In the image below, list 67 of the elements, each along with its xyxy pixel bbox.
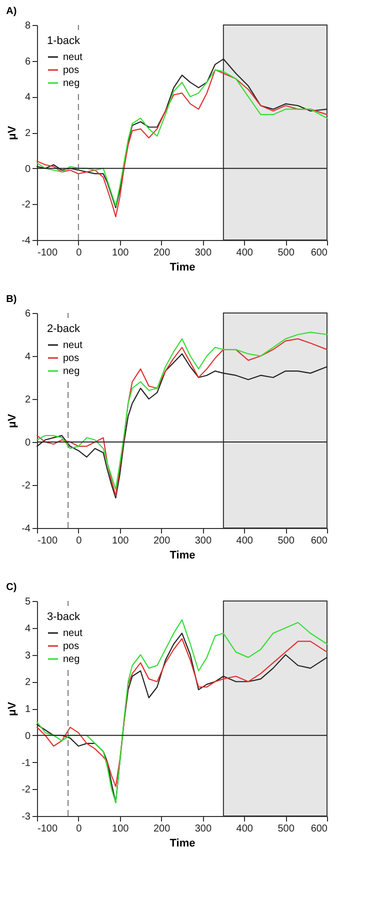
x-tick-label: 300 xyxy=(194,536,212,546)
x-tick-label: 100 xyxy=(112,824,130,834)
x-tick-label: 200 xyxy=(153,248,171,258)
y-axis-title: μV xyxy=(6,413,19,428)
x-tick-label: 200 xyxy=(153,824,171,834)
y-axis-title: μV xyxy=(6,701,19,716)
y-tick-label: 6 xyxy=(24,308,31,320)
x-tick-label: 100 xyxy=(112,536,130,546)
y-tick-label: -4 xyxy=(22,236,31,246)
y-tick-label: -2 xyxy=(22,200,31,211)
legend-label: neut xyxy=(63,628,83,639)
x-tick-label: 200 xyxy=(153,536,171,546)
y-tick-label: 2 xyxy=(24,128,31,139)
y-tick-label: -2 xyxy=(22,480,31,492)
y-tick-label: 8 xyxy=(24,20,31,32)
legend-label: pos xyxy=(63,641,80,652)
x-tick-label: 0 xyxy=(76,536,82,546)
x-tick-label: 500 xyxy=(278,824,295,834)
x-tick-label: -100 xyxy=(38,824,58,834)
x-tick-label: 0 xyxy=(76,824,82,834)
x-tick-label: 600 xyxy=(310,248,328,258)
x-tick-label: -100 xyxy=(38,248,58,258)
x-axis-title: Time xyxy=(170,838,196,850)
y-tick-label: 4 xyxy=(24,352,31,362)
x-axis-title: Time xyxy=(170,262,196,274)
x-tick-label: -100 xyxy=(38,536,58,546)
y-tick-label: 4 xyxy=(24,92,31,104)
y-tick-label: 3 xyxy=(24,650,31,662)
legend-label: pos xyxy=(63,353,80,364)
x-tick-label: 400 xyxy=(236,536,254,546)
chart-title: B) xyxy=(6,294,17,305)
x-tick-label: 300 xyxy=(194,248,212,258)
y-tick-label: 0 xyxy=(24,730,31,742)
legend-title: 1-back xyxy=(47,35,81,47)
x-tick-label: 300 xyxy=(194,824,212,834)
x-tick-label: 400 xyxy=(236,824,254,834)
legend-label: neg xyxy=(63,78,80,89)
y-tick-label: -1 xyxy=(22,758,31,769)
legend-label: neut xyxy=(63,52,83,63)
y-tick-label: -3 xyxy=(22,812,31,822)
y-tick-label: 0 xyxy=(24,164,31,175)
chart-title: C) xyxy=(6,582,17,593)
x-tick-label: 500 xyxy=(278,536,295,546)
x-tick-label: 500 xyxy=(278,248,295,258)
y-tick-label: 2 xyxy=(24,677,31,688)
y-tick-label: -4 xyxy=(22,524,31,534)
legend-label: neg xyxy=(63,654,80,665)
x-tick-label: 0 xyxy=(76,248,82,258)
x-tick-label: 100 xyxy=(112,248,130,258)
y-tick-label: 1 xyxy=(24,704,31,715)
x-tick-label: 400 xyxy=(236,248,254,258)
x-axis-title: Time xyxy=(170,550,196,562)
legend-label: neg xyxy=(63,366,80,377)
x-tick-label: 600 xyxy=(310,536,328,546)
legend-title: 2-back xyxy=(47,323,81,335)
y-tick-label: 6 xyxy=(24,56,31,68)
y-tick-label: 0 xyxy=(24,438,31,448)
x-tick-label: 600 xyxy=(310,824,328,834)
chart-title: A) xyxy=(6,6,17,17)
legend-label: pos xyxy=(63,65,80,76)
legend-label: neut xyxy=(63,340,83,351)
legend-title: 3-back xyxy=(47,611,81,623)
y-tick-label: -2 xyxy=(22,784,31,796)
y-tick-label: 4 xyxy=(24,623,31,634)
y-tick-label: 2 xyxy=(24,394,31,406)
y-tick-label: 5 xyxy=(24,596,31,608)
y-axis-title: μV xyxy=(6,125,19,140)
